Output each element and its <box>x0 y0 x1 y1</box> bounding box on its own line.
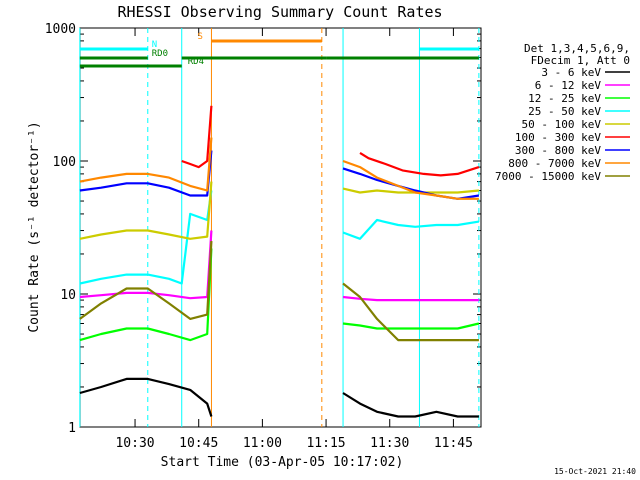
series-line <box>181 105 213 169</box>
series-lines <box>79 105 480 418</box>
series-line <box>79 248 213 342</box>
legend-header: FDecim 1, Att 0 <box>531 54 630 67</box>
series-line <box>342 159 479 200</box>
chart-title: RHESSI Observing Summary Count Rates <box>117 3 442 21</box>
y-tick-labels: 1 10 100 1000 <box>45 22 76 436</box>
flag-label: S <box>197 32 202 42</box>
series-line <box>79 230 213 300</box>
legend-label: 800 - 7000 keV <box>508 157 601 170</box>
flag-label: RD0 <box>152 49 168 59</box>
y-tick-label: 1000 <box>45 22 76 37</box>
timestamp-label: 15-Oct-2021 21:40 <box>554 467 636 476</box>
plot-frame <box>79 27 482 428</box>
legend-label: 100 - 300 keV <box>515 131 601 144</box>
legend-label: 25 - 50 keV <box>528 105 601 118</box>
legend-label: 3 - 6 keV <box>541 66 601 79</box>
y-tick-label: 1 <box>68 421 76 436</box>
x-tick-label: 11:45 <box>434 436 473 451</box>
legend: Det 1,3,4,5,6,9,FDecim 1, Att 03 - 6 keV… <box>495 42 630 183</box>
y-tick-label: 100 <box>53 155 76 170</box>
y-axis-label: Count Rate (s⁻¹ detector⁻¹) <box>27 121 42 332</box>
series-line <box>79 241 213 320</box>
x-tick-label: 10:30 <box>115 436 154 451</box>
legend-label: 12 - 25 keV <box>528 92 601 105</box>
legend-label: 6 - 12 keV <box>535 79 602 92</box>
x-tick-label: 10:45 <box>179 436 218 451</box>
series-line <box>342 218 480 240</box>
series-line <box>79 181 213 240</box>
y-tick-label: 10 <box>60 288 76 303</box>
legend-header: Det 1,3,4,5,6,9, <box>524 42 630 55</box>
flag-label: N <box>152 40 157 50</box>
legend-label: 50 - 100 keV <box>522 118 602 131</box>
grid-ticks <box>80 28 481 428</box>
x-tick-label: 11:00 <box>243 436 282 451</box>
series-line <box>342 392 479 418</box>
x-axis-label: Start Time (03-Apr-05 10:17:02) <box>161 455 404 470</box>
series-line <box>79 150 213 197</box>
legend-label: 7000 - 15000 keV <box>495 170 601 183</box>
series-line <box>359 151 480 177</box>
series-line <box>79 190 213 285</box>
flag-label: RD4 <box>188 57 204 67</box>
x-tick-labels: 10:30 10:45 11:00 11:15 11:30 11:45 <box>115 436 473 451</box>
x-tick-label: 11:15 <box>306 436 345 451</box>
marker-vlines <box>79 28 480 427</box>
series-line <box>79 377 213 417</box>
legend-label: 300 - 800 keV <box>515 144 601 157</box>
series-line <box>342 282 479 342</box>
series-line <box>342 322 480 330</box>
x-tick-label: 11:30 <box>370 436 409 451</box>
series-line <box>79 137 213 192</box>
series-line <box>342 187 480 194</box>
